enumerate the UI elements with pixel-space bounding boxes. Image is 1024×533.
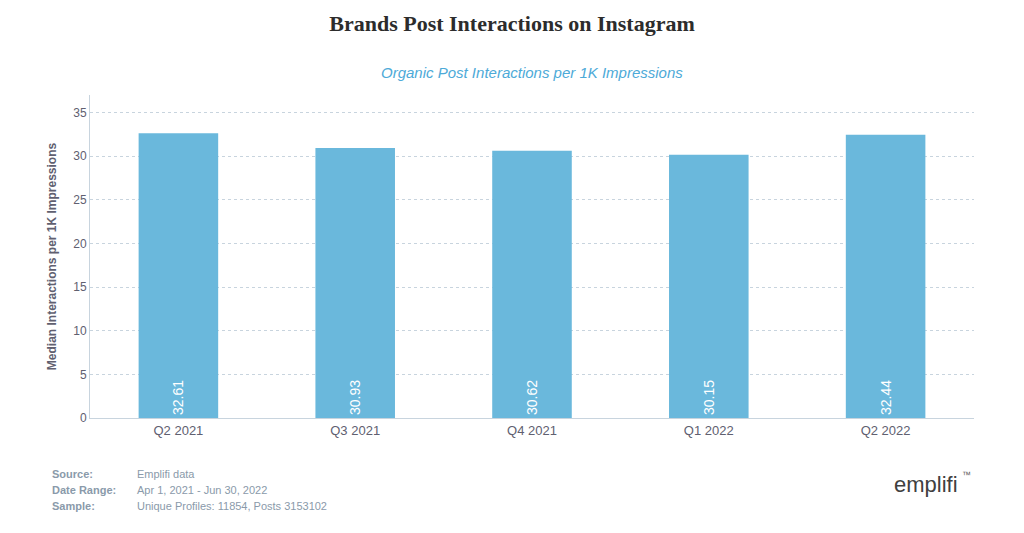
- svg-text:30.62: 30.62: [524, 380, 540, 415]
- svg-text:Source:: Source:: [52, 468, 93, 480]
- svg-text:20: 20: [73, 237, 87, 251]
- svg-text:Date Range:: Date Range:: [52, 484, 116, 496]
- svg-text:30: 30: [73, 149, 87, 163]
- svg-text:Q1 2022: Q1 2022: [684, 423, 734, 438]
- svg-text:32.61: 32.61: [170, 380, 186, 415]
- svg-text:Q4 2021: Q4 2021: [507, 423, 557, 438]
- svg-text:10: 10: [73, 324, 87, 338]
- svg-text:15: 15: [73, 280, 87, 294]
- svg-text:35: 35: [73, 106, 87, 120]
- svg-text:Organic Post Interactions per: Organic Post Interactions per 1K Impress…: [381, 64, 683, 81]
- svg-text:Emplifi data: Emplifi data: [137, 468, 195, 480]
- svg-text:30.15: 30.15: [701, 380, 717, 415]
- svg-text:5: 5: [80, 368, 87, 382]
- svg-text:32.44: 32.44: [878, 380, 894, 415]
- svg-text:Q2 2022: Q2 2022: [861, 423, 911, 438]
- svg-text:emplifi: emplifi: [894, 472, 958, 497]
- svg-text:Q2 2021: Q2 2021: [153, 423, 203, 438]
- svg-text:Apr 1, 2021 - Jun 30, 2022: Apr 1, 2021 - Jun 30, 2022: [137, 484, 267, 496]
- svg-text:Unique Profiles: 11854, Posts: Unique Profiles: 11854, Posts 3153102: [137, 500, 327, 512]
- svg-text:Brands Post Interactions on In: Brands Post Interactions on Instagram: [329, 11, 694, 36]
- svg-text:™: ™: [962, 470, 971, 480]
- svg-text:30.93: 30.93: [347, 380, 363, 415]
- svg-text:Q3 2021: Q3 2021: [330, 423, 380, 438]
- svg-text:25: 25: [73, 193, 87, 207]
- svg-text:Median Interactions per 1K Imp: Median Interactions per 1K Impressions: [45, 142, 59, 370]
- svg-text:Sample:: Sample:: [52, 500, 95, 512]
- svg-text:0: 0: [80, 411, 87, 425]
